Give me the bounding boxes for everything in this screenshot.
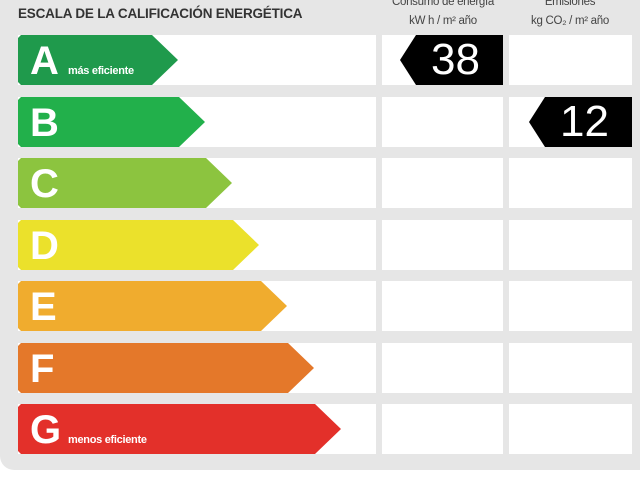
emissions-unit: kg CO₂ / m² año	[531, 15, 609, 27]
rating-arrow: B	[18, 97, 205, 147]
emissions-value-badge: 12	[529, 97, 632, 147]
rating-arrow: F	[18, 343, 314, 393]
emissions-cell	[509, 343, 632, 393]
rating-arrow: C	[18, 158, 232, 208]
rating-row-f: F	[18, 343, 632, 393]
label-title: ESCALA DE LA CALIFICACIÓN ENERGÉTICA	[18, 6, 303, 21]
rating-row-a: A más eficiente 38	[18, 35, 632, 85]
consumption-label: Consumo de energía	[391, 0, 494, 8]
rating-arrow: D	[18, 220, 259, 270]
consumption-cell	[382, 220, 503, 270]
rating-letter: A	[30, 39, 59, 83]
rating-row-b: B 12	[18, 97, 632, 147]
rating-arrow: A más eficiente	[18, 35, 178, 85]
rating-letter: D	[30, 224, 59, 268]
rating-row-d: D	[18, 220, 632, 270]
rating-letter: G	[30, 408, 62, 452]
emissions-cell	[509, 220, 632, 270]
rating-letter: F	[30, 347, 55, 391]
emissions-cell	[509, 35, 632, 85]
consumption-cell	[382, 343, 503, 393]
consumption-unit: kW h / m² año	[409, 15, 477, 27]
rating-letter: C	[30, 162, 59, 206]
rating-row-g: G menos eficiente	[18, 404, 632, 454]
rating-arrow: E	[18, 281, 287, 331]
rating-row-c: C	[18, 158, 632, 208]
rating-note: menos eficiente	[68, 434, 147, 446]
consumption-header: Consumo de energía kW h / m² año	[382, 0, 504, 29]
rating-letter: E	[30, 285, 57, 329]
emissions-cell	[509, 158, 632, 208]
emissions-label: Emisiones	[544, 0, 596, 8]
emissions-header: Emisiones kg CO₂ / m² año	[509, 0, 631, 29]
rating-note: más eficiente	[68, 65, 134, 77]
emissions-cell	[509, 281, 632, 331]
consumption-value-badge: 38	[400, 35, 503, 85]
consumption-cell	[382, 281, 503, 331]
consumption-cell	[382, 404, 503, 454]
consumption-cell	[382, 97, 503, 147]
emissions-cell	[509, 404, 632, 454]
rating-row-e: E	[18, 281, 632, 331]
rating-arrow: G menos eficiente	[18, 404, 341, 454]
rating-letter: B	[30, 101, 59, 145]
consumption-cell	[382, 158, 503, 208]
